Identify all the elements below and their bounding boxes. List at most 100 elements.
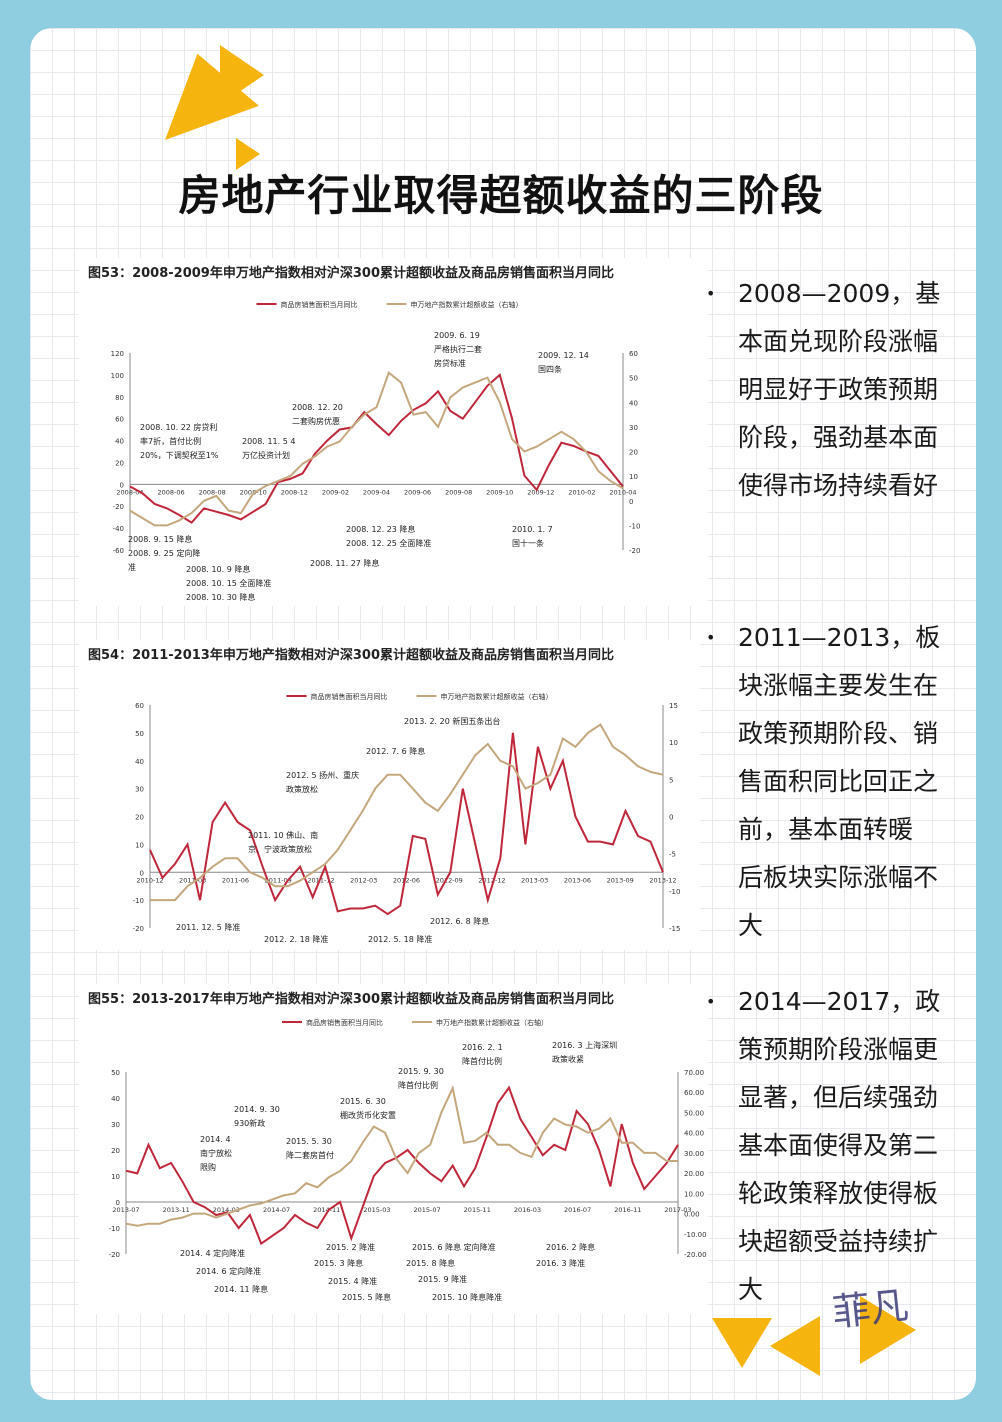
annotation-label: 棚改货币化安置 <box>340 1110 396 1120</box>
y-tick-right: -20.00 <box>684 1251 707 1259</box>
y-tick-right: -15 <box>669 925 680 933</box>
x-tick-label: 2010-12 <box>136 876 163 884</box>
y-tick-right: 30.00 <box>684 1150 704 1158</box>
annotation-label: 2014. 11 降息 <box>214 1284 268 1294</box>
annotation-label: 南宁放松 <box>200 1148 232 1158</box>
annotation-label: 2012. 2. 18 降准 <box>264 934 328 944</box>
annotation-label: 2011. 12. 5 降准 <box>176 922 240 932</box>
y-tick-left: -60 <box>113 547 124 555</box>
series-line-index <box>129 371 624 527</box>
series-line-sales <box>149 732 664 916</box>
y-tick-left: 60 <box>135 702 144 710</box>
y-tick-right: -5 <box>669 851 676 859</box>
y-tick-right: 60.00 <box>684 1089 704 1097</box>
x-tick-label: 2009-04 <box>363 488 390 496</box>
annotation-label: 降二套房首付 <box>286 1150 334 1160</box>
yellow-triangle-decoration <box>236 138 260 170</box>
y-tick-right: 15 <box>669 702 678 710</box>
annotation-label: 2008. 10. 15 全面降准 <box>186 578 271 588</box>
x-tick-label: 2008-04 <box>116 488 143 496</box>
annotation-label: 2016. 3 上海深圳 <box>552 1040 617 1050</box>
series-line-index <box>125 1085 678 1227</box>
x-tick-label: 2009-02 <box>322 488 349 496</box>
annotation-label: 2015. 8 降息 <box>406 1258 455 1268</box>
legend-label-index: 申万地产指数累计超额收益（右轴） <box>441 692 553 701</box>
x-tick-label: 2011-12 <box>307 876 334 884</box>
y-tick-right: 20.00 <box>684 1170 704 1178</box>
x-tick-label: 2008-08 <box>199 488 226 496</box>
y-tick-right: 40 <box>629 399 638 407</box>
annotation-label: 2011. 10 佛山、南 <box>248 830 318 840</box>
side-note-1: • 2008—2009，基本面兑现阶段涨幅明显好于政策预期阶段，强劲基本面使得市… <box>706 270 942 510</box>
y-tick-left: -10 <box>133 897 144 905</box>
x-tick-label: 2012-12 <box>478 876 505 884</box>
annotation-label: 降首付比例 <box>462 1056 502 1066</box>
annotation-label: 2008. 12. 23 降息 <box>346 524 415 534</box>
y-tick-right: 10 <box>629 473 638 481</box>
x-tick-label: 2009-06 <box>404 488 431 496</box>
annotation-label: 2008. 9. 25 定向降 <box>128 548 200 558</box>
annotation-label: 限购 <box>200 1162 216 1172</box>
x-tick-label: 2013-07 <box>112 1206 139 1214</box>
figure-55: 图55：2013-2017年申万地产指数相对沪深300累计超额收益及商品房销售面… <box>78 984 708 1314</box>
legend-label-sales: 商品房销售面积当月同比 <box>281 300 358 309</box>
side-note-text: 2011—2013，板块涨幅主要发生在政策预期阶段、销售面积同比回正之前，基本面… <box>738 623 941 940</box>
y-tick-left: 40 <box>111 1095 120 1103</box>
annotation-label: 2015. 10 降息降准 <box>432 1292 502 1302</box>
y-tick-right: 40.00 <box>684 1130 704 1138</box>
y-tick-right: 10 <box>669 739 678 747</box>
y-tick-left: 0 <box>120 481 124 489</box>
annotation-label: 2010. 1. 7 <box>512 525 553 534</box>
x-tick-label: 2011-09 <box>265 876 292 884</box>
annotation-label: 2013. 2. 20 新国五条出台 <box>404 716 500 726</box>
watermark: 菲凡 <box>830 1283 911 1335</box>
x-tick-label: 2010-04 <box>609 488 636 496</box>
y-tick-left: 0 <box>140 869 144 877</box>
y-tick-left: 0 <box>116 1199 120 1207</box>
figure-title: 图55：2013-2017年申万地产指数相对沪深300累计超额收益及商品房销售面… <box>88 992 614 1007</box>
x-tick-label: 2012-06 <box>393 876 420 884</box>
annotation-label: 2009. 12. 14 <box>538 351 589 360</box>
y-tick-right: 10.00 <box>684 1190 704 1198</box>
y-tick-right: 5 <box>669 776 673 784</box>
x-tick-label: 2009-12 <box>527 488 554 496</box>
chart-54-svg: 商品房销售面积当月同比 申万地产指数累计超额收益（右轴）6050403020100… <box>133 692 681 944</box>
y-tick-left: 40 <box>115 438 124 446</box>
y-tick-right: -20 <box>629 547 640 555</box>
x-tick-label: 2008-06 <box>157 488 184 496</box>
side-note-2: • 2011—2013，板块涨幅主要发生在政策预期阶段、销售面积同比回正之前，基… <box>706 614 942 950</box>
annotation-label: 房贷标准 <box>434 358 466 368</box>
y-tick-left: 50 <box>111 1069 120 1077</box>
annotation-label: 2015. 6. 30 <box>340 1097 386 1106</box>
x-tick-label: 2013-03 <box>521 876 548 884</box>
y-tick-left: 30 <box>135 786 144 794</box>
y-tick-left: 80 <box>115 394 124 402</box>
annotation-label: 2015. 2 降准 <box>326 1242 375 1252</box>
annotation-label: 2015. 9 降准 <box>418 1274 467 1284</box>
x-tick-label: 2014-03 <box>213 1206 240 1214</box>
yellow-triangle-decoration <box>220 45 264 105</box>
bullet-icon: • <box>706 628 716 647</box>
legend: 商品房销售面积当月同比 申万地产指数累计超额收益（右轴） <box>282 1018 548 1027</box>
figure-title: 图54：2011-2013年申万地产指数相对沪深300累计超额收益及商品房销售面… <box>88 648 614 663</box>
annotation-label: 2015. 4 降准 <box>328 1276 377 1286</box>
annotation-label: 20%，下调契税至1% <box>140 450 219 460</box>
x-tick-label: 2015-07 <box>414 1206 441 1214</box>
x-tick-label: 2010-02 <box>568 488 595 496</box>
bullet-icon: • <box>706 284 716 303</box>
figure-53: 图53：2008-2009年申万地产指数相对沪深300累计超额收益及商品房销售面… <box>78 258 708 606</box>
chart-55-svg: 商品房销售面积当月同比 申万地产指数累计超额收益（右轴） 50 40 30 20 10 0 -1… <box>109 1018 707 1302</box>
y-tick-left: -10 <box>109 1225 120 1233</box>
side-note-3: • 2014—2017，政策预期阶段涨幅更显著，但后续强劲基本面使得及第二轮政策… <box>706 978 942 1314</box>
y-tick-left: 20 <box>115 459 124 467</box>
y-tick-left: -20 <box>109 1251 120 1259</box>
y-tick-right: 0 <box>669 814 673 822</box>
x-tick-label: 2017-03 <box>664 1206 691 1214</box>
figure-54: 图54：2011-2013年申万地产指数相对沪深300累计超额收益及商品房销售面… <box>78 640 700 950</box>
y-tick-left: 20 <box>111 1147 120 1155</box>
bullet-icon: • <box>706 992 716 1011</box>
legend-label-index: 申万地产指数累计超额收益（右轴） <box>436 1018 548 1027</box>
y-tick-right: -10.00 <box>684 1231 707 1239</box>
annotation-label: 2008. 12. 20 <box>292 403 343 412</box>
annotation-label: 京、宁波政策放松 <box>248 844 312 854</box>
